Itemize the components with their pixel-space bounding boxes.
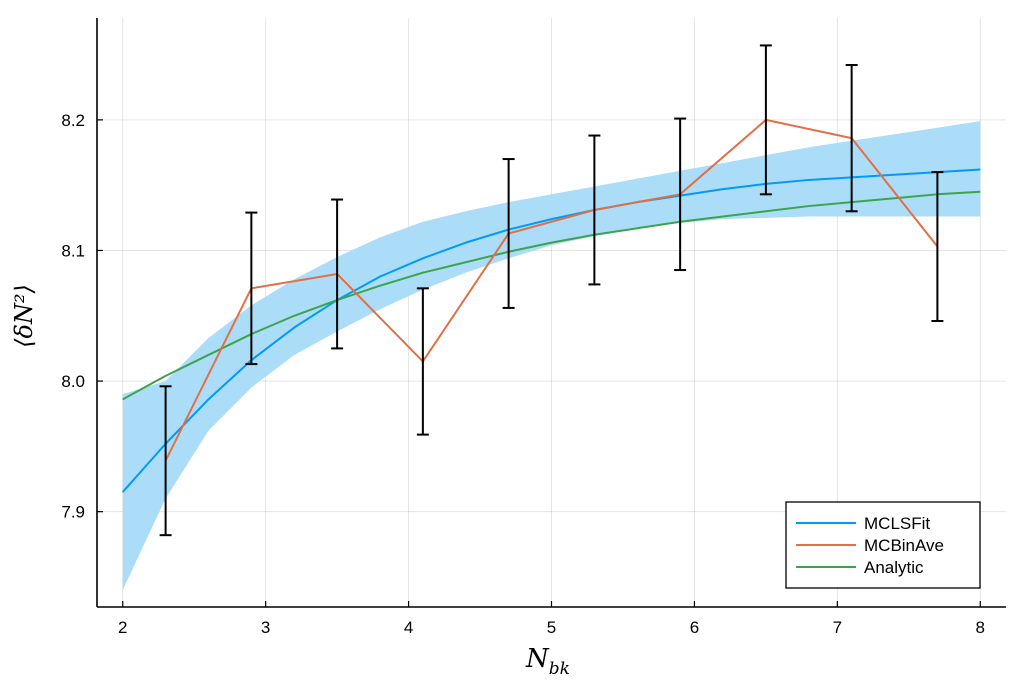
series-layer (121, 44, 981, 537)
error-bar (502, 158, 515, 309)
grid (97, 18, 1006, 607)
series-line-mcbinave (164, 118, 939, 462)
x-tick-label: 2 (118, 618, 127, 637)
legend-label: Analytic (864, 558, 924, 577)
legend-item: MCBinAve (796, 536, 944, 555)
x-tick-label: 8 (976, 618, 985, 637)
legend-label: MCLSFit (864, 514, 930, 533)
y-tick-label: 7.9 (61, 503, 85, 522)
error-bar (674, 117, 687, 272)
y-tick-label: 8.2 (61, 111, 85, 130)
legend: MCLSFit MCBinAve Analytic (785, 501, 981, 589)
tick-labels: 2 3 4 5 6 7 8 7.9 8.0 8.1 8.2 (61, 111, 985, 637)
series-line-analytic (122, 190, 981, 401)
x-tick-label: 3 (261, 618, 270, 637)
series-line-mclsfit (121, 168, 981, 493)
x-axis-label: Nbk (525, 644, 570, 679)
axes (96, 18, 1006, 608)
x-tick-label: 5 (547, 618, 556, 637)
error-bar (588, 134, 601, 286)
error-bar (331, 198, 344, 350)
legend-label: MCBinAve (864, 536, 944, 555)
legend-item: Analytic (796, 558, 924, 577)
y-tick-label: 8.1 (61, 241, 85, 260)
confidence-band (122, 121, 981, 591)
x-tick-label: 7 (833, 618, 842, 637)
error-bar (416, 287, 429, 436)
error-bar (159, 385, 172, 537)
error-bar (931, 171, 944, 322)
error-bar (759, 44, 772, 196)
x-tick-label: 6 (690, 618, 699, 637)
confidence-band-layer (122, 121, 981, 591)
error-bar (845, 64, 858, 213)
y-axis-label: ⟨δN²⟩ (10, 284, 38, 348)
legend-item: MCLSFit (796, 514, 930, 533)
x-tick-label: 4 (404, 618, 413, 637)
y-tick-label: 8.0 (61, 372, 85, 391)
error-bar (245, 211, 258, 366)
x-axis-label-subscript: bk (549, 659, 570, 679)
